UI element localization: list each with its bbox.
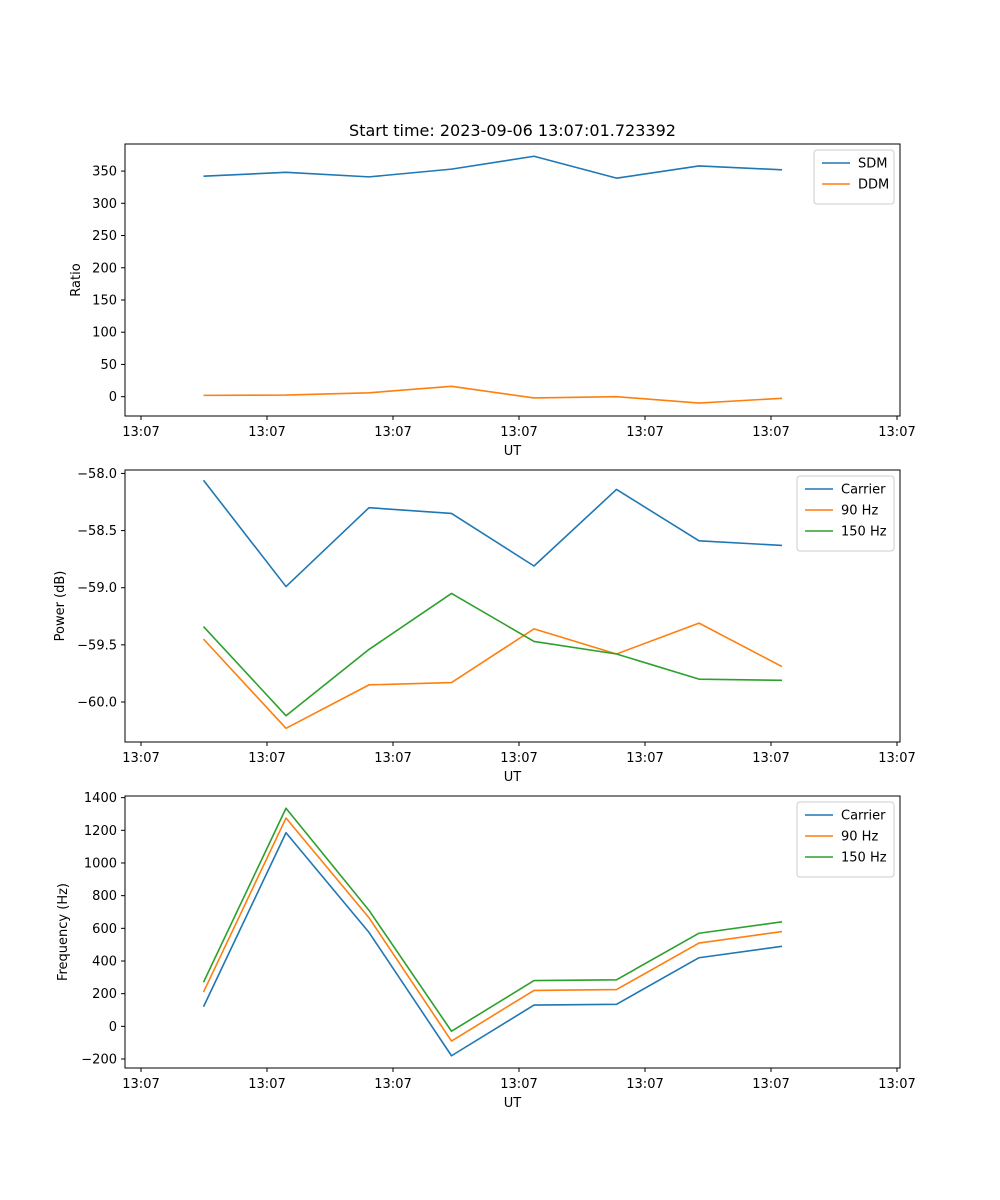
figure-title: Start time: 2023-09-06 13:07:01.723392 xyxy=(349,121,676,140)
x-tick-label: 13:07 xyxy=(374,425,411,440)
legend-label-90-hz: 90 Hz xyxy=(841,504,878,519)
x-axis-label: UT xyxy=(504,1096,522,1111)
y-tick-label: −60.0 xyxy=(77,696,117,711)
y-tick-label: 1400 xyxy=(84,791,117,806)
x-tick-label: 13:07 xyxy=(374,1077,411,1092)
y-tick-label: 350 xyxy=(92,165,117,180)
y-tick-label: −59.0 xyxy=(77,581,117,596)
series-line-150-hz xyxy=(202,592,783,717)
x-tick-label: 13:07 xyxy=(122,425,159,440)
x-tick-label: 13:07 xyxy=(626,1077,663,1092)
x-tick-label: 13:07 xyxy=(122,1077,159,1092)
x-tick-label: 13:07 xyxy=(626,425,663,440)
y-tick-label: 600 xyxy=(92,922,117,937)
x-tick-label: 13:07 xyxy=(248,425,285,440)
axes-frame xyxy=(124,469,901,743)
legend-label-150-hz: 150 Hz xyxy=(841,851,887,866)
series-line-90-hz xyxy=(202,622,783,730)
y-axis-label: Power (dB) xyxy=(53,571,68,642)
x-tick-label: 13:07 xyxy=(500,751,537,766)
x-tick-label: 13:07 xyxy=(122,751,159,766)
series-line-carrier xyxy=(202,479,783,588)
y-tick-label: 250 xyxy=(92,229,117,244)
y-tick-label: 100 xyxy=(92,326,117,341)
legend-label-carrier: Carrier xyxy=(841,809,886,824)
x-tick-label: 13:07 xyxy=(248,751,285,766)
x-tick-label: 13:07 xyxy=(878,425,915,440)
x-tick-label: 13:07 xyxy=(752,1077,789,1092)
series-line-90-hz xyxy=(202,817,783,1042)
y-tick-label: 400 xyxy=(92,954,117,969)
y-tick-label: 0 xyxy=(109,1020,117,1035)
x-tick-label: 13:07 xyxy=(248,1077,285,1092)
y-axis-label: Ratio xyxy=(69,263,84,296)
x-tick-label: 13:07 xyxy=(374,751,411,766)
x-tick-label: 13:07 xyxy=(752,751,789,766)
y-tick-label: −58.0 xyxy=(77,467,117,482)
x-tick-label: 13:07 xyxy=(752,425,789,440)
legend-label-90-hz: 90 Hz xyxy=(841,830,878,845)
x-tick-label: 13:07 xyxy=(626,751,663,766)
ratio-chart: 13:07 13:07 13:07 13:07 13:07 13:07 13:07 0 50 10… xyxy=(69,143,916,459)
legend-label-150-hz: 150 Hz xyxy=(841,525,887,540)
x-axis-label: UT xyxy=(504,770,522,785)
series-line-carrier xyxy=(202,831,783,1057)
axes-frame xyxy=(124,795,901,1069)
y-tick-label: 800 xyxy=(92,889,117,904)
series-line-sdm xyxy=(203,155,783,179)
y-tick-label: −58.5 xyxy=(77,524,117,539)
y-axis-label: Frequency (Hz) xyxy=(56,883,71,981)
y-tick-label: 50 xyxy=(100,358,117,373)
y-tick-label: 300 xyxy=(92,197,117,212)
legend-box xyxy=(796,475,895,552)
series-line-150-hz xyxy=(202,807,783,1033)
y-tick-label: 0 xyxy=(109,390,117,405)
legend-label-carrier: Carrier xyxy=(841,483,886,498)
legend-label-sdm: SDM xyxy=(858,157,887,172)
y-tick-label: 200 xyxy=(92,261,117,276)
x-tick-label: 13:07 xyxy=(878,1077,915,1092)
y-tick-label: 150 xyxy=(92,293,117,308)
y-tick-label: 200 xyxy=(92,987,117,1002)
y-tick-label: 1000 xyxy=(84,856,117,871)
y-tick-label: −59.5 xyxy=(77,638,117,653)
x-tick-label: 13:07 xyxy=(878,751,915,766)
series-line-ddm xyxy=(203,385,783,404)
frequency-chart: 13:07 13:07 13:07 13:07 13:07 13:07 13:07 −200 0… xyxy=(56,791,916,1111)
x-axis-label: UT xyxy=(504,444,522,459)
legend-label-ddm: DDM xyxy=(858,178,889,193)
axes-frame xyxy=(124,143,901,417)
legend-box xyxy=(796,801,895,878)
y-tick-label: −200 xyxy=(81,1053,117,1068)
x-tick-label: 13:07 xyxy=(500,425,537,440)
power-chart: 13:07 13:07 13:07 13:07 13:07 13:07 13:07 −60.0… xyxy=(53,467,916,785)
y-tick-label: 1200 xyxy=(84,824,117,839)
x-tick-label: 13:07 xyxy=(500,1077,537,1092)
